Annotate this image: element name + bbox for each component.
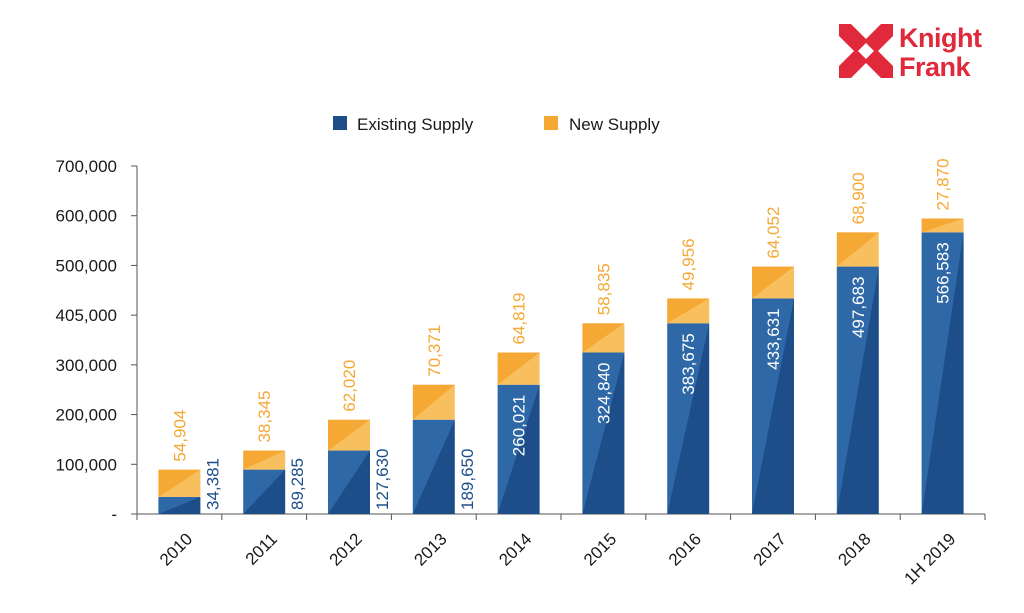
data-label-existing-supply: 324,840 xyxy=(594,363,613,424)
bar-existing-supply xyxy=(921,232,964,514)
bar-new-supply xyxy=(497,352,540,385)
legend-label-existing: Existing Supply xyxy=(357,115,474,134)
y-tick-label: 100,000 xyxy=(56,455,117,474)
x-tick-label: 2012 xyxy=(326,529,366,569)
bar-new-supply xyxy=(582,323,625,353)
bars xyxy=(158,218,964,514)
logo-line-1: Knight xyxy=(899,23,982,53)
bar-existing-supply xyxy=(497,384,540,514)
bar-existing-supply xyxy=(582,352,625,514)
data-label-new-supply: 70,371 xyxy=(425,325,444,377)
bar-existing-supply xyxy=(243,469,286,514)
x-tick-label: 1H 2019 xyxy=(901,529,960,588)
y-tick-label: - xyxy=(111,505,117,524)
data-label-new-supply: 68,900 xyxy=(849,172,868,224)
knight-frank-logo: Knight Frank xyxy=(839,23,982,82)
bar-new-supply xyxy=(243,450,286,470)
data-label-new-supply: 27,870 xyxy=(934,158,953,210)
bar-existing-supply xyxy=(752,298,794,514)
legend-swatch-existing xyxy=(333,116,347,130)
legend-label-new: New Supply xyxy=(569,115,660,134)
legend-swatch-new xyxy=(544,116,558,130)
bar-existing-supply xyxy=(158,496,201,514)
x-tick-label: 2016 xyxy=(665,529,705,569)
y-tick-label: 200,000 xyxy=(56,406,117,425)
bar-new-supply xyxy=(412,384,455,420)
data-label-existing-supply: 127,630 xyxy=(373,449,392,510)
logo-line-2: Frank xyxy=(899,52,972,82)
bar-existing-supply xyxy=(412,419,455,514)
x-tick-label: 2018 xyxy=(834,529,874,569)
data-label-existing-supply: 89,285 xyxy=(288,458,307,510)
data-label-new-supply: 64,819 xyxy=(510,293,529,345)
bar-new-supply xyxy=(158,469,201,497)
y-tick-label: 500,000 xyxy=(56,256,117,275)
y-tick-label: 405,000 xyxy=(56,306,117,325)
bar-new-supply xyxy=(667,298,710,324)
value-labels: 54,904 34,381 38,345 89,285 62,020 127,630 70,… xyxy=(170,158,952,510)
x-tick-label: 2017 xyxy=(750,529,790,569)
x-tick-label: 2011 xyxy=(242,529,281,568)
x-tick-label: 2010 xyxy=(156,529,196,569)
bar-new-supply xyxy=(836,232,879,267)
bar-new-supply xyxy=(752,266,794,299)
bar-existing-supply xyxy=(667,323,710,514)
y-tick-label: 600,000 xyxy=(56,207,117,226)
bar-new-supply xyxy=(921,218,964,233)
x-tick-label: 2015 xyxy=(580,529,620,569)
data-label-existing-supply: 566,583 xyxy=(934,242,953,303)
y-tick-label: 300,000 xyxy=(56,356,117,375)
data-label-new-supply: 62,020 xyxy=(340,360,359,412)
data-label-new-supply: 49,956 xyxy=(679,238,698,290)
y-tick-label: 700,000 xyxy=(56,157,117,176)
data-label-existing-supply: 260,021 xyxy=(510,395,529,456)
data-label-new-supply: 38,345 xyxy=(255,391,274,443)
data-label-new-supply: 64,052 xyxy=(764,207,783,259)
logo-mark-icon xyxy=(839,24,893,78)
legend: Existing Supply New Supply xyxy=(333,115,660,134)
data-label-existing-supply: 433,631 xyxy=(764,308,783,369)
data-label-new-supply: 58,835 xyxy=(594,263,613,315)
data-label-existing-supply: 189,650 xyxy=(458,449,477,510)
data-label-existing-supply: 497,683 xyxy=(849,277,868,338)
x-tick-label: 2013 xyxy=(410,529,450,569)
data-label-existing-supply: 383,675 xyxy=(679,333,698,394)
data-label-existing-supply: 34,381 xyxy=(203,458,222,510)
x-tick-label: 2014 xyxy=(495,529,535,569)
bar-new-supply xyxy=(328,419,370,451)
bar-existing-supply xyxy=(328,450,370,514)
bar-existing-supply xyxy=(836,266,879,514)
data-label-new-supply: 54,904 xyxy=(170,410,189,462)
